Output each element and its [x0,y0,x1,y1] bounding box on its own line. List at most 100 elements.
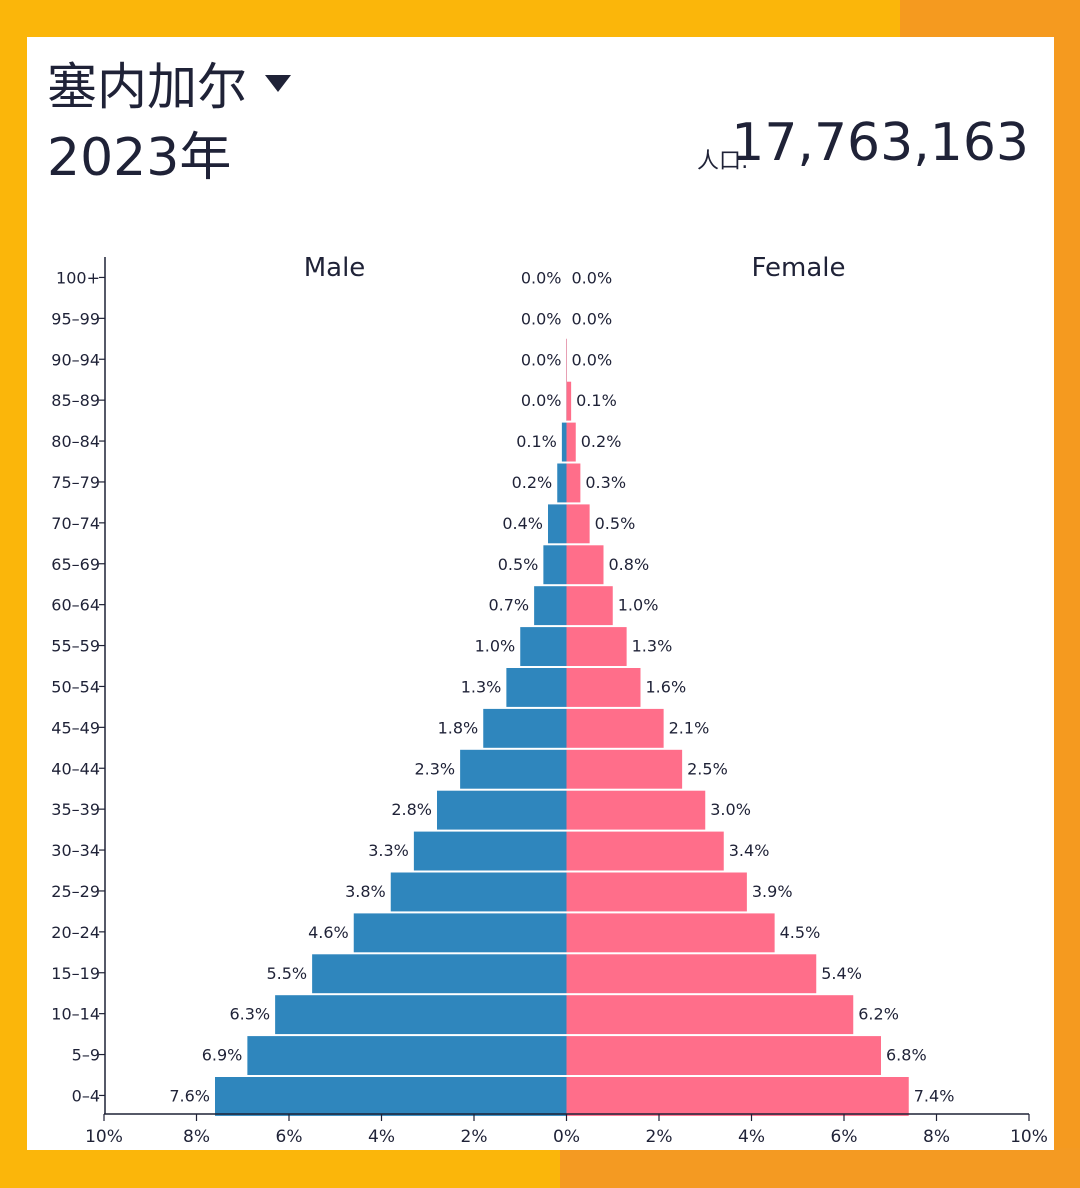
female-bar [566,872,747,912]
male-bar [312,954,567,994]
male-bar [390,872,567,912]
female-value-label: 0.8% [609,555,650,574]
female-value-label: 4.5% [780,923,821,942]
female-value-label: 2.5% [687,759,728,778]
male-value-label: 6.9% [202,1046,243,1065]
male-bar [548,504,567,544]
male-bar [543,545,567,585]
female-bar [566,586,613,626]
male-value-label: 2.3% [414,759,455,778]
country-selector[interactable]: 塞内加尔 [47,47,291,119]
female-value-label: 0.0% [572,309,613,328]
x-tick-label: 8% [183,1127,210,1147]
male-value-label: 4.6% [308,923,349,942]
female-value-label: 2.1% [669,718,710,737]
x-tick-label: 8% [923,1127,950,1147]
male-bar [506,668,567,707]
female-value-label: 1.6% [646,677,687,696]
male-value-label: 1.0% [475,637,516,656]
male-bar [275,995,567,1035]
female-bar [566,545,604,585]
male-bar [483,708,567,748]
female-value-label: 7.4% [914,1086,955,1105]
male-value-label: 3.3% [368,841,409,860]
male-bar [561,422,567,462]
male-bar [460,749,567,789]
y-tick-label: 50–54 [51,677,100,696]
male-bar [413,831,567,871]
female-value-label: 0.0% [572,268,613,287]
female-value-label: 1.3% [632,637,673,656]
female-value-label: 3.9% [752,882,793,901]
y-tick-label: 30–34 [51,841,100,860]
male-bar [353,913,567,953]
year-label: 2023年 [47,128,232,188]
y-tick-label: 25–29 [51,882,100,901]
male-value-label: 1.8% [438,718,479,737]
male-value-label: 0.0% [521,391,562,410]
female-bar [566,995,854,1035]
male-bar [557,463,567,503]
male-value-label: 5.5% [266,964,307,983]
male-bar [520,627,567,666]
y-tick-label: 60–64 [51,596,100,615]
y-tick-label: 85–89 [51,391,100,410]
x-tick-label: 2% [461,1127,488,1147]
legend-male: Male [304,253,366,283]
female-value-label: 3.4% [729,841,770,860]
y-tick-label: 0–4 [72,1086,100,1105]
female-bar [566,790,706,830]
female-value-label: 6.8% [886,1046,927,1065]
male-value-label: 0.7% [488,596,529,615]
female-bar [566,463,581,503]
background-accent-bottom [560,1148,1080,1188]
y-tick-label: 40–44 [51,759,100,778]
female-bar [566,627,627,666]
male-bar [534,586,567,626]
male-value-label: 0.1% [516,432,557,451]
y-tick-label: 80–84 [51,432,100,451]
male-bar [247,1036,567,1075]
population-label: 人口: [697,149,749,174]
female-value-label: 5.4% [821,964,862,983]
female-value-label: 6.2% [858,1005,899,1024]
male-value-label: 2.8% [391,800,432,819]
female-value-label: 0.3% [585,473,626,492]
y-tick-label: 70–74 [51,514,100,533]
female-bar [566,913,775,953]
female-value-label: 0.1% [576,391,617,410]
male-value-label: 0.5% [498,555,539,574]
y-tick-label: 5–9 [72,1046,100,1065]
dropdown-caret-icon[interactable] [265,74,291,92]
y-tick-label: 90–94 [51,350,100,369]
male-value-label: 0.4% [502,514,543,533]
male-value-label: 1.3% [461,677,502,696]
x-tick-label: 2% [646,1127,673,1147]
y-tick-label: 55–59 [51,637,100,656]
male-bar [215,1077,567,1116]
x-tick-label: 0% [553,1127,580,1147]
female-bar [566,831,724,871]
male-value-label: 0.0% [521,309,562,328]
female-bar [566,504,590,544]
female-bar [566,708,664,748]
female-value-label: 0.5% [595,514,636,533]
male-value-label: 0.0% [521,350,562,369]
x-tick-label: 10% [1010,1127,1048,1147]
legend-female: Female [751,253,845,283]
y-tick-label: 75–79 [51,473,100,492]
population-pyramid-chart: Male Female 100+ 0.0% 0.0% 95–99 0.0% 0.0% 90–94… [51,253,1048,1147]
population-value: 17,763,163 [731,113,1029,173]
male-value-label: 0.2% [512,473,553,492]
y-tick-label: 95–99 [51,309,100,328]
female-bar [566,381,572,421]
female-bar [566,749,683,789]
y-tick-label: 10–14 [51,1005,100,1024]
male-value-label: 7.6% [169,1086,210,1105]
female-bar [566,1036,881,1075]
y-tick-label: 35–39 [51,800,100,819]
y-tick-label: 15–19 [51,964,100,983]
x-tick-label: 4% [368,1127,395,1147]
female-bar [566,422,576,462]
y-tick-label: 45–49 [51,718,100,737]
